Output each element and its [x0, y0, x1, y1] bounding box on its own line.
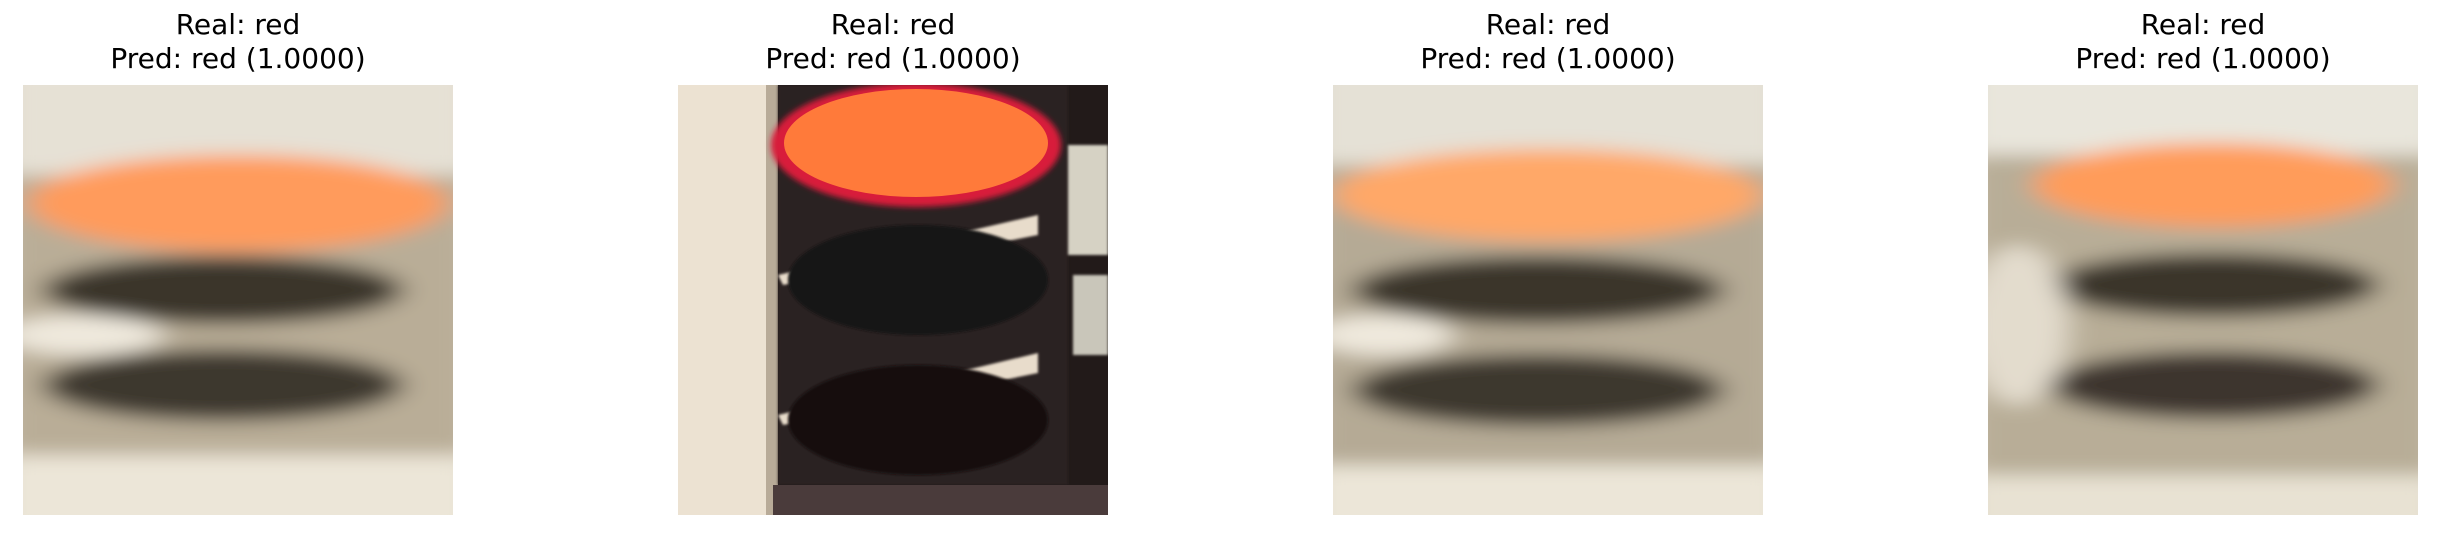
prediction-label: Pred: red (1.0000)	[1420, 42, 1676, 75]
sample-panel-1: Real: red Pred: red (1.0000)	[23, 0, 453, 544]
prediction-label: Pred: red (1.0000)	[765, 42, 1021, 75]
traffic-light-image	[678, 85, 1108, 515]
sample-panel-4: Real: red Pred: red (1.0000)	[1988, 0, 2418, 544]
real-label: Real: red	[1485, 8, 1611, 41]
traffic-light-image	[23, 85, 453, 515]
sample-panel-3: Real: red Pred: red (1.0000)	[1333, 0, 1763, 544]
traffic-light-image	[1333, 85, 1763, 515]
real-label: Real: red	[2140, 8, 2266, 41]
prediction-label: Pred: red (1.0000)	[2075, 42, 2331, 75]
traffic-light-image	[1988, 85, 2418, 515]
real-label: Real: red	[830, 8, 956, 41]
real-label: Real: red	[175, 8, 301, 41]
prediction-label: Pred: red (1.0000)	[110, 42, 366, 75]
sample-panel-2: Real: red Pred: red (1.0000)	[678, 0, 1108, 544]
